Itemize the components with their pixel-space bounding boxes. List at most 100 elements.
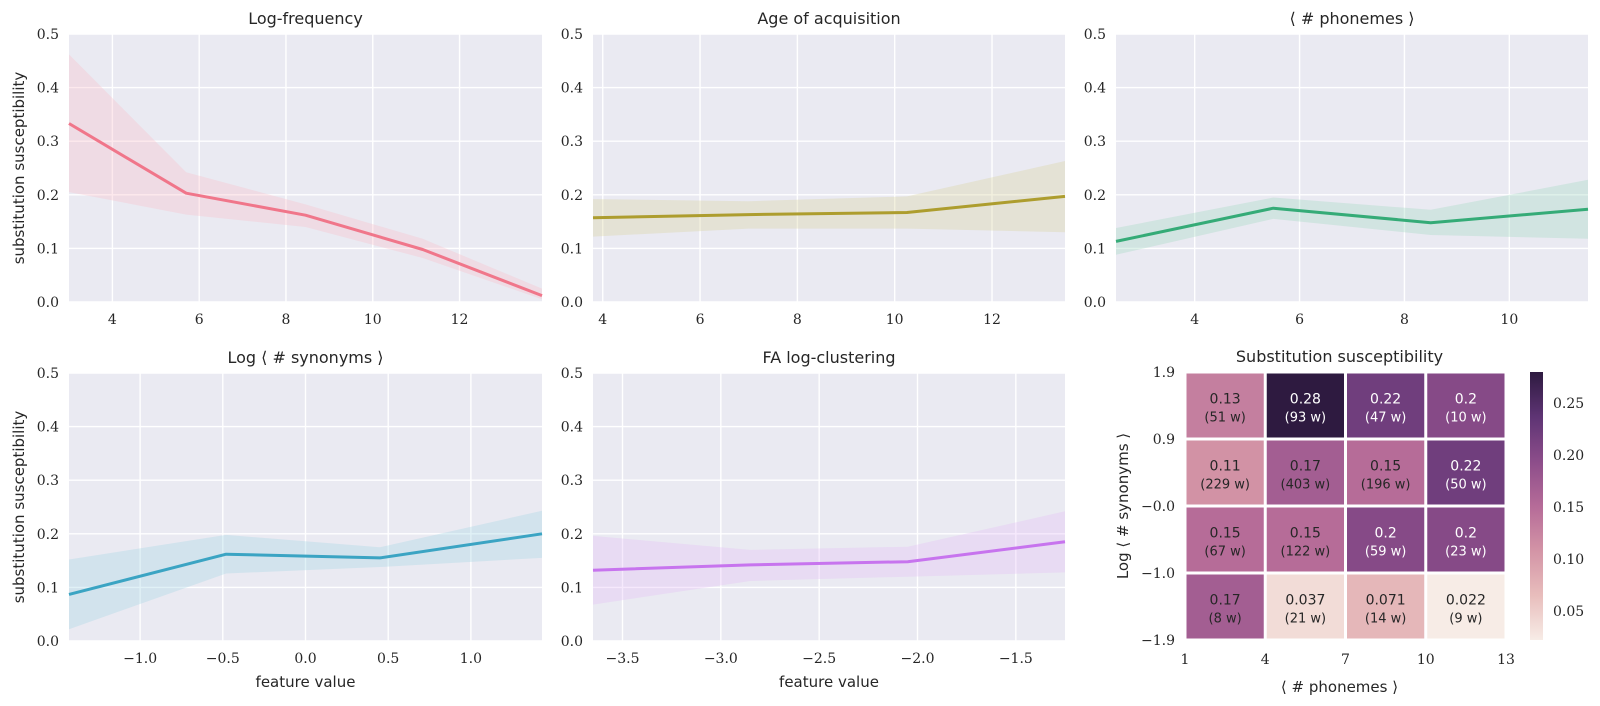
panel-title: Log-frequency xyxy=(248,9,363,28)
cell-count-label: (50 w) xyxy=(1445,478,1486,493)
x-tick-label: 4 xyxy=(1190,312,1199,328)
plot-background xyxy=(1116,34,1588,302)
heatmap-title: Substitution susceptibility xyxy=(1236,347,1443,366)
y-tick-label: 0.3 xyxy=(37,473,59,489)
x-tick-label: 6 xyxy=(195,312,204,328)
y-tick-label: 0.0 xyxy=(1084,295,1106,311)
heatmap-x-tick: 13 xyxy=(1497,652,1515,668)
heatmap-y-label: Log ⟨ # synonyms ⟩ xyxy=(1114,433,1132,579)
x-tick-label: 0.0 xyxy=(294,651,316,667)
heatmap-y-tick: −1.0 xyxy=(1141,566,1175,582)
heatmap-panel: 0.13 (51 w) 0.28 (93 w) 0.22 (47 w) 0.2 (10 w) 0… xyxy=(1114,347,1584,696)
plot-background xyxy=(69,34,542,302)
y-axis-label: substitution susceptibility xyxy=(10,411,28,604)
series-line xyxy=(1115,206,1589,243)
cell-count-label: (23 w) xyxy=(1445,545,1486,560)
cell-count-label: (10 w) xyxy=(1445,411,1486,426)
y-tick-label: 0.0 xyxy=(561,295,583,311)
x-tick-label: −1.5 xyxy=(999,651,1033,667)
cell-value-label: 0.13 xyxy=(1210,392,1241,408)
x-tick-label: 12 xyxy=(983,312,1001,328)
cell-count-label: (9 w) xyxy=(1449,612,1482,627)
heatmap-cell xyxy=(1266,507,1344,572)
cell-count-label: (47 w) xyxy=(1365,411,1406,426)
heatmap-y-tick: 0.9 xyxy=(1153,432,1175,448)
line-panel-2: 0.0 0.1 0.2 0.3 0.4 0.5 4 6 8 10 12 Age of acquisit… xyxy=(561,9,1066,328)
heatmap-cell xyxy=(1427,440,1505,505)
x-tick-label: 8 xyxy=(793,312,802,328)
x-tick-label: 4 xyxy=(598,312,607,328)
cell-value-label: 0.17 xyxy=(1210,593,1241,609)
y-tick-label: 0.5 xyxy=(1084,27,1106,43)
x-tick-label: −2.5 xyxy=(802,651,836,667)
x-tick-label: 10 xyxy=(364,312,382,328)
heatmap-cell xyxy=(1266,574,1344,639)
cell-value-label: 0.28 xyxy=(1290,392,1321,408)
y-tick-label: 0.4 xyxy=(561,420,583,436)
y-tick-label: 0.2 xyxy=(37,527,59,543)
y-tick-label: 0.3 xyxy=(37,134,59,150)
y-tick-label: 0.2 xyxy=(1084,188,1106,204)
heatmap-cell xyxy=(1186,373,1264,438)
y-tick-label: 0.1 xyxy=(561,580,583,596)
colorbar-tick-label: 0.15 xyxy=(1553,500,1584,516)
colorbar xyxy=(1530,372,1543,640)
confidence-band xyxy=(1116,179,1588,255)
confidence-band xyxy=(593,511,1065,605)
x-tick-label: −2.0 xyxy=(901,651,935,667)
heatmap-cell xyxy=(1186,574,1264,639)
cell-count-label: (67 w) xyxy=(1204,545,1245,560)
y-tick-label: 0.4 xyxy=(561,81,583,97)
x-tick-label: 6 xyxy=(696,312,705,328)
cell-value-label: 0.17 xyxy=(1290,459,1321,475)
x-tick-label: 0.5 xyxy=(377,651,399,667)
series-line xyxy=(592,194,1066,220)
y-tick-label: 0.5 xyxy=(561,366,583,382)
y-tick-label: 0.4 xyxy=(1084,81,1106,97)
x-tick-label: −3.0 xyxy=(704,651,738,667)
heatmap-cell xyxy=(1347,574,1425,639)
cell-count-label: (51 w) xyxy=(1204,411,1245,426)
heatmap-x-tick: 1 xyxy=(1181,652,1190,668)
y-tick-label: 0.2 xyxy=(561,527,583,543)
y-tick-label: 0.4 xyxy=(37,81,59,97)
x-tick-label: 8 xyxy=(282,312,291,328)
heatmap-cell xyxy=(1266,440,1344,505)
x-tick-label: 6 xyxy=(1295,312,1304,328)
x-tick-label: 12 xyxy=(451,312,469,328)
series-line xyxy=(68,532,543,596)
panel-title: ⟨ # phonemes ⟩ xyxy=(1290,9,1415,28)
cell-value-label: 0.022 xyxy=(1446,593,1486,609)
cell-count-label: (229 w) xyxy=(1200,478,1250,493)
heatmap-x-tick: 10 xyxy=(1417,652,1435,668)
cell-count-label: (93 w) xyxy=(1285,411,1326,426)
cell-value-label: 0.11 xyxy=(1210,459,1241,475)
plot-background xyxy=(593,373,1065,641)
y-tick-label: 0.3 xyxy=(561,473,583,489)
heatmap-y-tick: −0.0 xyxy=(1141,499,1175,515)
heatmap-cell xyxy=(1347,440,1425,505)
panel-title: Age of acquisition xyxy=(757,9,900,28)
cell-value-label: 0.22 xyxy=(1370,392,1401,408)
y-tick-label: 0.0 xyxy=(561,634,583,650)
cell-value-label: 0.15 xyxy=(1290,526,1321,542)
x-tick-label: 4 xyxy=(108,312,117,328)
x-axis-label: feature value xyxy=(779,673,879,691)
cell-value-label: 0.22 xyxy=(1450,459,1481,475)
x-tick-label: −0.5 xyxy=(206,651,240,667)
heatmap-x-label: ⟨ # phonemes ⟩ xyxy=(1281,678,1398,696)
line-panel-5: 0.0 0.1 0.2 0.3 0.4 0.5 −3.5 −3.0 −2.5 −2.0 −1.5 FA… xyxy=(561,348,1066,691)
heatmap-cell xyxy=(1347,373,1425,438)
heatmap-y-tick: 1.9 xyxy=(1153,365,1175,381)
cell-count-label: (122 w) xyxy=(1281,545,1331,560)
y-tick-label: 0.1 xyxy=(1084,241,1106,257)
y-tick-label: 0.5 xyxy=(561,27,583,43)
confidence-band xyxy=(593,161,1065,237)
cell-value-label: 0.2 xyxy=(1455,526,1477,542)
cell-value-label: 0.2 xyxy=(1455,392,1477,408)
y-tick-label: 0.5 xyxy=(37,27,59,43)
cell-count-label: (59 w) xyxy=(1365,545,1406,560)
colorbar-tick-label: 0.25 xyxy=(1553,396,1584,412)
y-tick-label: 0.1 xyxy=(37,241,59,257)
